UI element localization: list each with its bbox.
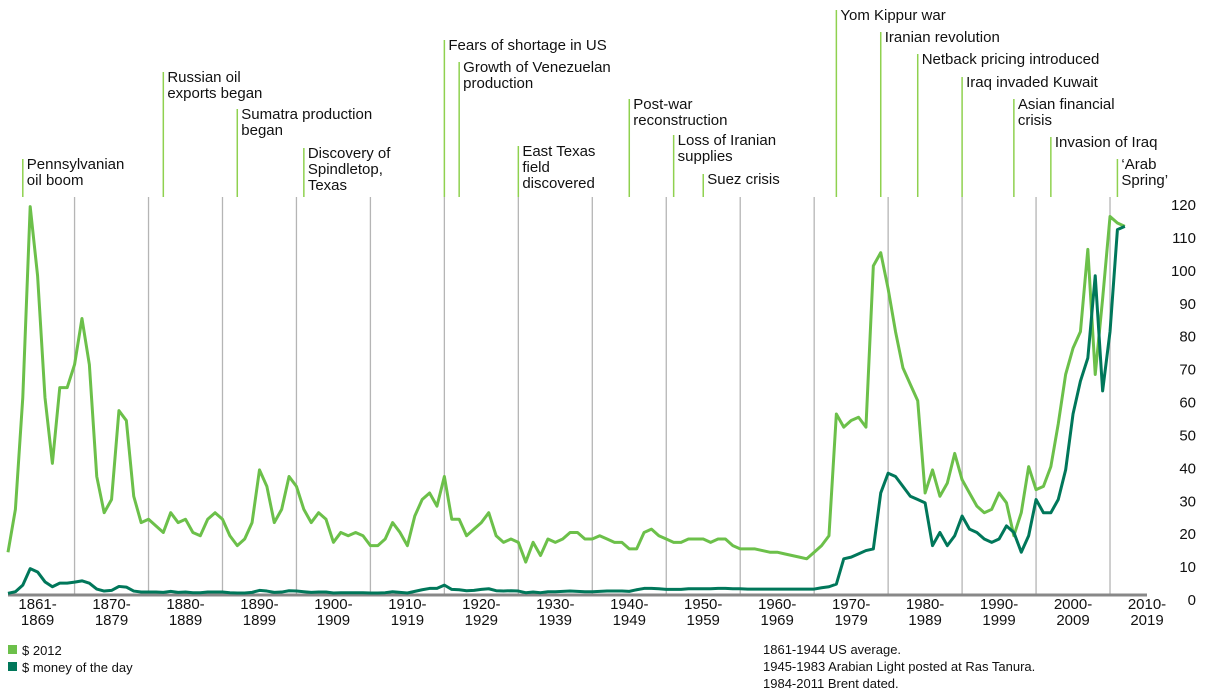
x-tick-label: 1890- 1899 — [240, 596, 279, 629]
x-tick-label: 1950- 1959 — [684, 596, 723, 629]
x-tick-label: 1930- 1939 — [536, 596, 575, 629]
y-tick-label: 100 — [1171, 263, 1196, 280]
x-tick-label: 2000- 2009 — [1053, 596, 1093, 629]
legend-swatch — [8, 645, 17, 654]
y-tick-label: 50 — [1179, 427, 1196, 444]
x-tick-label: 1980- 1989 — [905, 596, 945, 629]
note: 1945-1983 Arabian Light posted at Ras Ta… — [763, 659, 1036, 674]
y-tick-label: 80 — [1179, 329, 1196, 346]
annotation-text: Netback pricing introduced — [921, 51, 1100, 68]
x-tick-label: 1970- 1979 — [831, 596, 871, 629]
x-tick-label: 1960- 1969 — [758, 596, 797, 629]
annotation-text: Russian oil exports began — [167, 69, 263, 102]
y-tick-label: 30 — [1179, 493, 1196, 510]
annotation-text: Post-war reconstruction — [633, 96, 728, 129]
y-tick-label: 90 — [1179, 296, 1196, 313]
legend-label: $ 2012 — [22, 643, 62, 658]
annotation-text: Pennsylvanian oil boom — [26, 156, 125, 189]
y-tick-label: 110 — [1172, 230, 1196, 247]
x-tick-label: 2010- 2019 — [1127, 596, 1167, 629]
y-tick-label: 40 — [1179, 460, 1196, 477]
y-tick-label: 10 — [1179, 559, 1196, 576]
x-tick-label: 1940- 1949 — [610, 596, 649, 629]
x-tick-label: 1900- 1909 — [314, 596, 353, 629]
annotation-text: Iranian revolution — [884, 29, 1000, 46]
x-tick-label: 1870- 1879 — [92, 596, 131, 629]
x-tick-label: 1990- 1999 — [979, 596, 1019, 629]
series-line — [7, 224, 1126, 595]
annotation-text: Suez crisis — [707, 171, 780, 188]
annotation-text: Iraq invaded Kuwait — [966, 74, 1098, 91]
x-tick-label: 1910- 1919 — [388, 596, 427, 629]
y-tick-label: 0 — [1188, 592, 1196, 609]
y-tick-label: 20 — [1179, 526, 1196, 543]
annotation-text: Invasion of Iraq — [1054, 134, 1158, 151]
annotation-text: ‘Arab Spring’ — [1121, 156, 1169, 189]
annotation-text: East Texas field discovered — [522, 143, 596, 192]
annotation-text: Fears of shortage in US — [448, 37, 607, 54]
y-tick-label: 120 — [1171, 197, 1196, 214]
x-tick-label: 1880- 1889 — [166, 596, 205, 629]
annotation-text: Yom Kippur war — [840, 7, 946, 24]
note: 1861-1944 US average. — [763, 642, 902, 657]
legend-swatch — [8, 662, 17, 671]
annotation-text: Growth of Venezuelan production — [463, 59, 611, 92]
legend-label: $ money of the day — [22, 660, 133, 675]
x-tick-label: 1920- 1929 — [462, 596, 501, 629]
annotation-text: Loss of Iranian supplies — [677, 132, 777, 165]
note: 1984-2011 Brent dated. — [763, 676, 899, 691]
annotation-text: Discovery of Spindletop, Texas — [307, 145, 391, 194]
y-tick-label: 70 — [1179, 362, 1196, 379]
series-line — [6, 205, 1126, 564]
annotation-text: Sumatra production began — [241, 106, 373, 139]
y-tick-label: 60 — [1179, 395, 1196, 412]
x-tick-label: 1861- 1869 — [18, 596, 57, 629]
annotation-text: Asian financial crisis — [1017, 96, 1115, 129]
